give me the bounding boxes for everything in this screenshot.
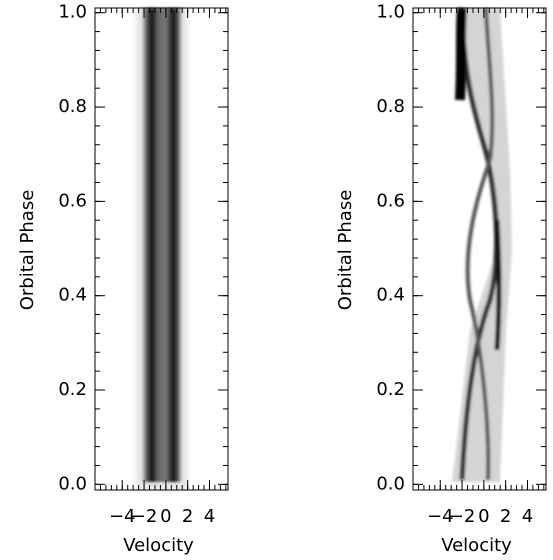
x-tick-label: −4 <box>427 506 454 527</box>
y-tick-label: 0.4 <box>376 285 405 306</box>
y-tick-label: 0.2 <box>376 379 405 400</box>
y-tick-label: 0.8 <box>58 96 87 117</box>
trailed-spectrum-right <box>452 7 512 482</box>
x-tick-label: 4 <box>522 506 533 527</box>
x-axis-label: Velocity <box>441 535 512 556</box>
y-tick-label: 0.2 <box>58 379 87 400</box>
y-axis-label: Orbital Phase <box>335 190 356 311</box>
y-tick-label: 0.0 <box>376 473 405 494</box>
x-tick-label: −2 <box>131 506 158 527</box>
x-tick-label: −4 <box>109 506 136 527</box>
plot-frame <box>94 7 229 491</box>
y-tick-label: 0.0 <box>58 473 87 494</box>
x-tick-label: 2 <box>500 506 511 527</box>
plot-frame <box>412 7 547 491</box>
x-tick-label: 0 <box>478 506 489 527</box>
x-tick-label: −2 <box>449 506 476 527</box>
y-tick-label: 1.0 <box>58 2 87 23</box>
y-tick-label: 0.4 <box>58 285 87 306</box>
x-axis-label: Velocity <box>123 535 194 556</box>
y-tick-label: 0.6 <box>58 190 87 211</box>
x-tick-label: 4 <box>204 506 215 527</box>
y-axis-label: Orbital Phase <box>17 190 38 311</box>
y-tick-label: 0.6 <box>376 190 405 211</box>
x-tick-label: 0 <box>160 506 171 527</box>
y-tick-label: 1.0 <box>376 2 405 23</box>
y-tick-label: 0.8 <box>376 96 405 117</box>
trailed-spectrum-left <box>136 8 188 490</box>
x-tick-label: 2 <box>182 506 193 527</box>
